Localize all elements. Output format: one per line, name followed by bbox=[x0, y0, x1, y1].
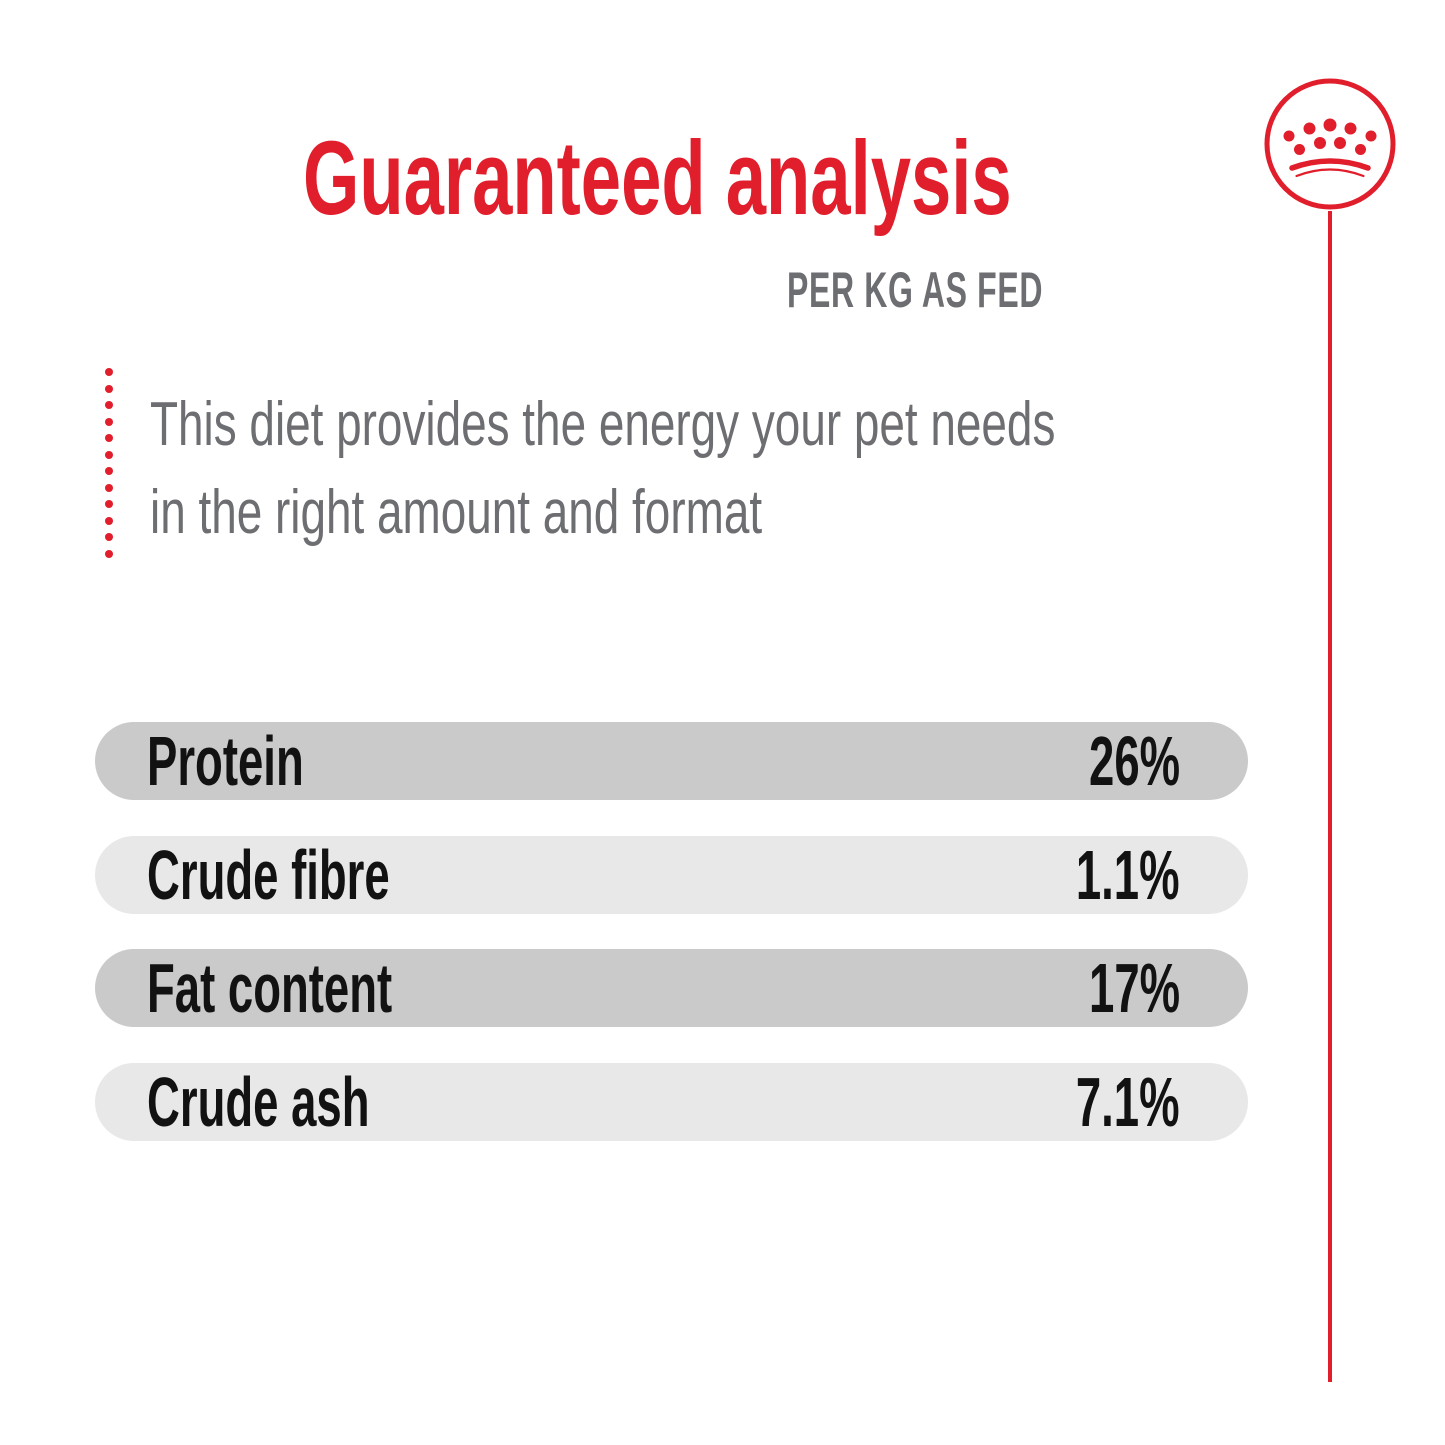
accent-dot bbox=[105, 483, 113, 492]
row-value: 26% bbox=[1088, 722, 1180, 800]
row-label: Crude fibre bbox=[147, 836, 390, 914]
row-value: 1.1% bbox=[1076, 836, 1180, 914]
accent-dot bbox=[105, 549, 113, 558]
accent-dot bbox=[105, 450, 113, 459]
accent-dot bbox=[105, 434, 113, 442]
intro-line-2: in the right amount and format bbox=[150, 478, 763, 547]
row-label: Fat content bbox=[147, 949, 393, 1027]
accent-dot bbox=[105, 467, 113, 475]
accent-dot bbox=[105, 516, 113, 525]
dotted-accent-line bbox=[105, 368, 113, 558]
accent-dot bbox=[105, 384, 113, 393]
row-value: 17% bbox=[1088, 949, 1180, 1027]
analysis-row-crude-ash: Crude ash 7.1% bbox=[95, 1063, 1248, 1141]
intro-line-1: This diet provides the energy your pet n… bbox=[150, 390, 1056, 459]
brand-stem-line bbox=[1328, 211, 1332, 1382]
page-title: Guaranteed analysis bbox=[303, 120, 1012, 237]
analysis-row-protein: Protein 26% bbox=[95, 722, 1248, 800]
accent-dot bbox=[105, 533, 113, 541]
analysis-row-crude-fibre: Crude fibre 1.1% bbox=[95, 836, 1248, 914]
row-label: Protein bbox=[147, 722, 304, 800]
accent-dot bbox=[105, 500, 113, 508]
accent-dot bbox=[105, 368, 113, 376]
page-subtitle: PER KG AS FED bbox=[786, 262, 1043, 318]
accent-dot bbox=[105, 417, 113, 426]
analysis-row-fat-content: Fat content 17% bbox=[95, 949, 1248, 1027]
row-value: 7.1% bbox=[1076, 1063, 1180, 1141]
royal-canin-crown-icon bbox=[1264, 78, 1396, 210]
accent-dot bbox=[105, 401, 113, 409]
row-label: Crude ash bbox=[147, 1063, 370, 1141]
